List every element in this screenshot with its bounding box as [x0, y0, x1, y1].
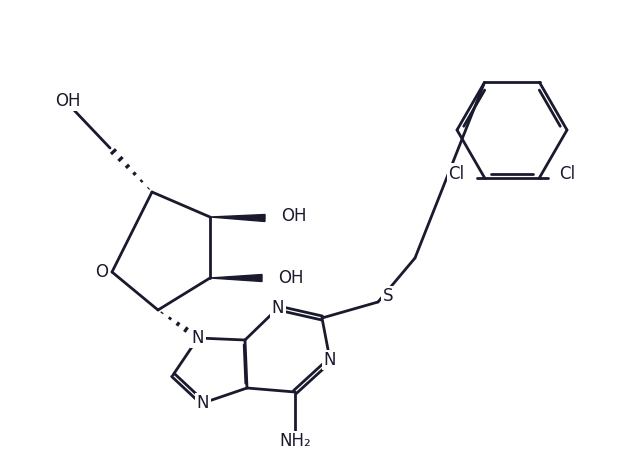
Polygon shape — [210, 214, 265, 221]
Text: N: N — [192, 329, 204, 347]
Text: N: N — [324, 351, 336, 369]
Text: S: S — [383, 287, 393, 305]
Text: Cl: Cl — [559, 164, 575, 183]
Text: Cl: Cl — [449, 164, 465, 183]
Text: OH: OH — [55, 92, 81, 110]
Text: OH: OH — [281, 207, 307, 225]
Text: O: O — [95, 263, 109, 281]
Text: NH₂: NH₂ — [279, 432, 311, 450]
Text: N: N — [196, 394, 209, 412]
Polygon shape — [210, 274, 262, 282]
Text: N: N — [272, 299, 284, 317]
Text: OH: OH — [278, 269, 303, 287]
